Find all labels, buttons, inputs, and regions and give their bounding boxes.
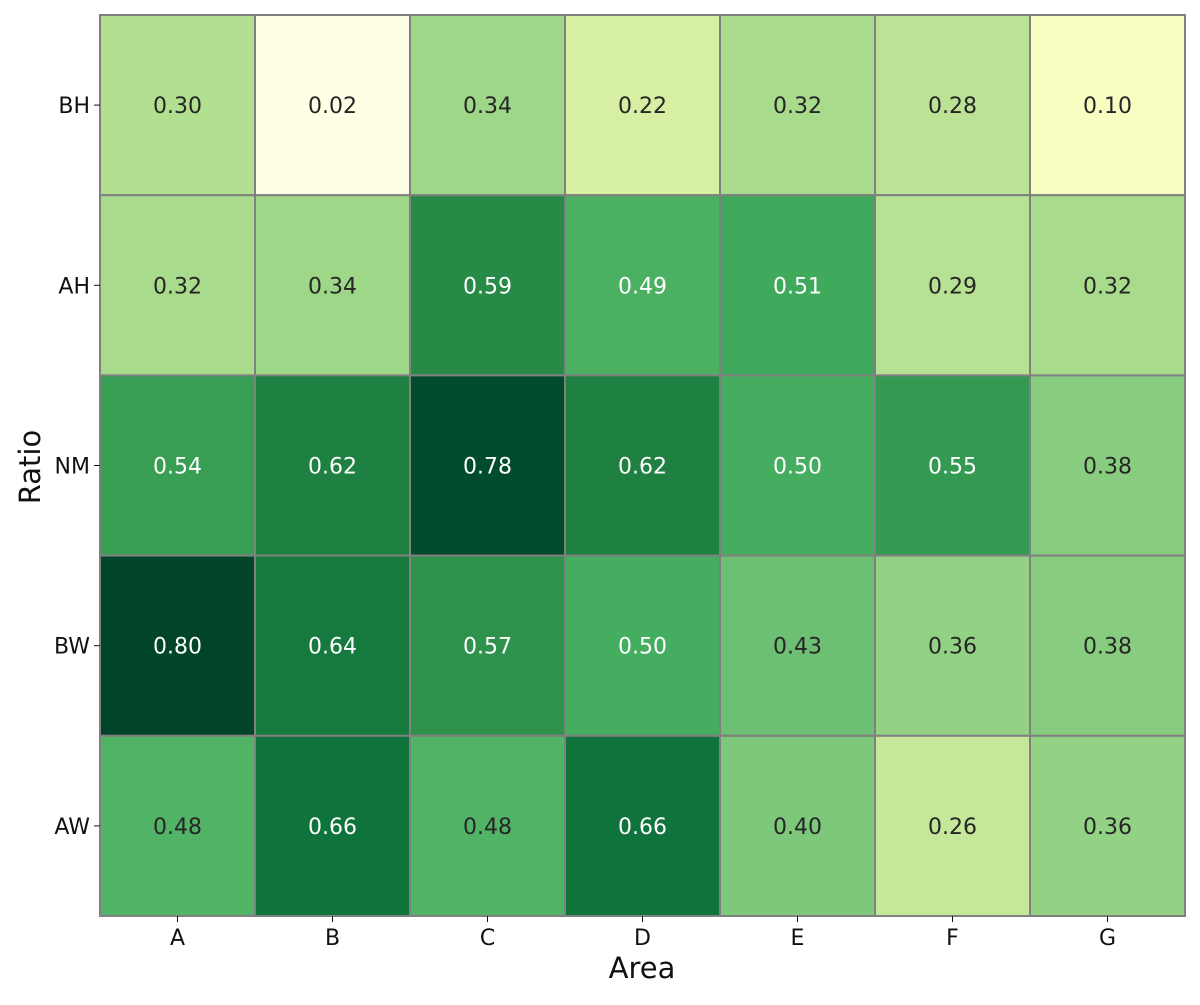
cell-value-label: 0.38: [1083, 635, 1132, 660]
heatmap-cell-nm-d: [564, 374, 721, 557]
x-axis: A B C D E F G: [170, 916, 1116, 951]
cell-value-label: 0.64: [308, 635, 357, 660]
cell-value-label: 0.28: [928, 94, 977, 119]
cell-value-label: 0.22: [618, 94, 667, 119]
cell-value-label: 0.59: [463, 274, 512, 299]
heatmap-cell-nm-f: [874, 374, 1031, 557]
x-tick-label: E: [791, 926, 805, 951]
cell-value-label: 0.51: [773, 274, 822, 299]
cell-value-label: 0.55: [928, 455, 977, 480]
cell-value-label: 0.38: [1083, 455, 1132, 480]
heatmap-cell-bh-c: [409, 14, 566, 197]
heatmap-cell-bh-f: [874, 14, 1031, 197]
cell-value-label: 0.32: [773, 94, 822, 119]
cell-value-label: 0.80: [153, 635, 202, 660]
cell-value-label: 0.30: [153, 94, 202, 119]
x-tick-label: A: [170, 926, 185, 951]
x-tick-label: D: [634, 926, 651, 951]
cell-value-label: 0.40: [773, 815, 822, 840]
heatmap-cell-bh-e: [719, 14, 876, 197]
heatmap-cell-bh-b: [254, 14, 411, 197]
heatmap-cell-bw-a: [99, 554, 256, 737]
heatmap-cell-ah-g: [1029, 194, 1186, 377]
heatmap-cell-ah-f: [874, 194, 1031, 377]
heatmap-cell-ah-c: [409, 194, 566, 377]
heatmap-cell-nm-b: [254, 374, 411, 557]
cell-value-label: 0.34: [308, 274, 357, 299]
cell-value-label: 0.57: [463, 635, 512, 660]
heatmap-cell-nm-g: [1029, 374, 1186, 557]
x-tick-label: B: [325, 926, 340, 951]
y-axis-label: Ratio: [13, 430, 47, 504]
x-tick-label: G: [1099, 926, 1116, 951]
heatmap-cell-aw-c: [409, 734, 566, 917]
cell-value-label: 0.34: [463, 94, 512, 119]
cell-value-label: 0.36: [1083, 815, 1132, 840]
cell-value-label: 0.62: [308, 455, 357, 480]
heatmap-cell-aw-g: [1029, 734, 1186, 917]
x-tick-label: C: [480, 926, 495, 951]
cell-value-label: 0.78: [463, 455, 512, 480]
x-axis-label: Area: [609, 951, 676, 985]
cell-value-label: 0.29: [928, 274, 977, 299]
cell-value-label: 0.66: [618, 815, 667, 840]
heatmap-cell-bw-f: [874, 554, 1031, 737]
y-tick-label: AH: [58, 274, 90, 299]
heatmap-cell-bw-g: [1029, 554, 1186, 737]
cell-value-label: 0.32: [153, 274, 202, 299]
heatmap-cell-bh-a: [99, 14, 256, 197]
heatmap-cell-bw-d: [564, 554, 721, 737]
cell-value-label: 0.48: [463, 815, 512, 840]
y-tick-label: NM: [55, 455, 90, 480]
y-axis: BH AH NM BW AW: [54, 94, 100, 840]
cell-value-label: 0.26: [928, 815, 977, 840]
cell-value-label: 0.62: [618, 455, 667, 480]
cell-value-label: 0.50: [773, 455, 822, 480]
cell-value-label: 0.54: [153, 455, 202, 480]
heatmap-cell-bw-b: [254, 554, 411, 737]
cell-value-label: 0.66: [308, 815, 357, 840]
cell-value-label: 0.48: [153, 815, 202, 840]
x-tick-label: F: [946, 926, 959, 951]
heatmap-cell-nm-c: [409, 374, 566, 557]
cell-value-label: 0.49: [618, 274, 667, 299]
heatmap-cell-nm-e: [719, 374, 876, 557]
y-tick-label: BW: [54, 635, 90, 660]
y-tick-label: AW: [54, 815, 90, 840]
heatmap-cell-aw-a: [99, 734, 256, 917]
cell-value-label: 0.43: [773, 635, 822, 660]
cell-value-label: 0.02: [308, 94, 357, 119]
heatmap-cells: 0.30 0.02 0.34 0.22 0.32 0.28 0.10 0.32 0.34 0.59…: [99, 14, 1186, 917]
y-tick-label: BH: [58, 94, 90, 119]
cell-value-label: 0.32: [1083, 274, 1132, 299]
heatmap-cell-ah-e: [719, 194, 876, 377]
cell-value-label: 0.36: [928, 635, 977, 660]
heatmap-cell-bh-d: [564, 14, 721, 197]
cell-value-label: 0.10: [1083, 94, 1132, 119]
cell-value-label: 0.50: [618, 635, 667, 660]
